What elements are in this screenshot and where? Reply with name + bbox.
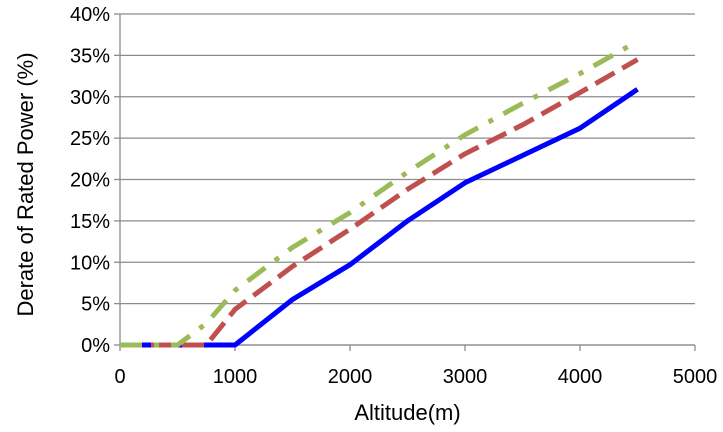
y-tick-label: 0% bbox=[81, 335, 110, 357]
x-axis-title: Altitude(m) bbox=[354, 400, 460, 425]
x-tick-label: 2000 bbox=[328, 366, 373, 388]
x-tick-label: 4000 bbox=[558, 366, 603, 388]
y-tick-label: 35% bbox=[70, 45, 110, 67]
x-tick-label: 5000 bbox=[673, 366, 718, 388]
x-tick-label: 3000 bbox=[443, 366, 488, 388]
y-tick-label: 10% bbox=[70, 252, 110, 274]
x-tick-label: 1000 bbox=[213, 366, 258, 388]
series-lines bbox=[120, 39, 639, 348]
series-line-3 bbox=[120, 39, 639, 348]
y-tick-label: 15% bbox=[70, 211, 110, 233]
series-line-1 bbox=[120, 87, 639, 348]
y-tick-label: 25% bbox=[70, 128, 110, 150]
axes bbox=[114, 13, 696, 351]
grid bbox=[120, 13, 695, 346]
y-axis-title: Derate of Rated Power (%) bbox=[13, 52, 38, 316]
x-tick-label: 0 bbox=[114, 366, 125, 388]
y-tick-label: 40% bbox=[70, 4, 110, 26]
tick-labels: 0% 5% 10% 15% 20% 25% 30% 35% 40% 0 1000 2000 3000 40… bbox=[70, 4, 717, 388]
series-line-2 bbox=[120, 57, 639, 348]
y-tick-label: 20% bbox=[70, 170, 110, 192]
y-tick-label: 5% bbox=[81, 294, 110, 316]
y-tick-label: 30% bbox=[70, 87, 110, 109]
